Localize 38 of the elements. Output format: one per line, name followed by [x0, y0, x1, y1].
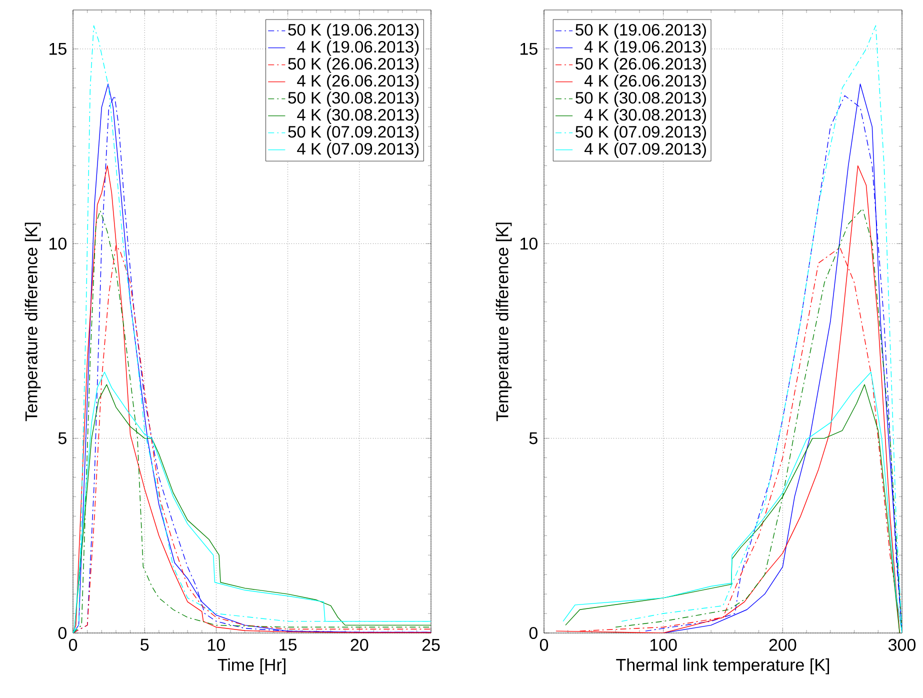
- x-tick-label: 0: [68, 638, 78, 651]
- legend-label: 4 K (19.06.2013): [297, 40, 419, 56]
- legend-label: 50 K (07.09.2013): [288, 126, 419, 141]
- legend-label: 50 K (26.06.2013): [576, 58, 706, 73]
- legend-label: 4 K (07.09.2013): [297, 142, 419, 158]
- y-tick-label: 5: [529, 432, 538, 444]
- y-tick-label: 5: [58, 432, 66, 444]
- x-tick-label: 0: [540, 638, 548, 651]
- legend-label: 4 K (30.08.2013): [584, 108, 706, 124]
- y-axis-title: Temperature difference [K]: [496, 222, 512, 422]
- legend-label: 50 K (19.06.2013): [576, 24, 706, 39]
- y-tick-label: 15: [50, 42, 66, 55]
- legend-label: 4 K (26.06.2013): [297, 74, 419, 90]
- legend-label: 50 K (26.06.2013): [288, 58, 419, 73]
- legend-label: 50 K (30.08.2013): [288, 92, 419, 107]
- x-axis-title: Time [Hr]: [218, 658, 286, 674]
- x-tick-label: 15: [280, 638, 297, 651]
- y-tick-label: 10: [520, 238, 538, 250]
- x-axis-title: Thermal link temperature [K]: [616, 658, 829, 674]
- legend-label: 4 K (07.09.2013): [584, 142, 706, 158]
- legend-label: 50 K (07.09.2013): [576, 126, 706, 141]
- legend-label: 4 K (30.08.2013): [297, 108, 419, 124]
- x-tick-label: 300: [888, 638, 916, 651]
- y-tick-label: 15: [520, 42, 538, 55]
- y-tick-label: 10: [50, 238, 66, 250]
- x-tick-label: 5: [140, 638, 149, 651]
- x-tick-label: 20: [350, 638, 368, 651]
- legend-label: 50 K (30.08.2013): [576, 92, 706, 107]
- legend-label: 4 K (19.06.2013): [584, 40, 706, 56]
- y-tick-label: 0: [58, 626, 66, 640]
- x-tick-label: 100: [650, 638, 677, 651]
- x-tick-label: 10: [208, 638, 226, 651]
- y-axis-title: Temperature difference [K]: [24, 222, 41, 422]
- legend-label: 50 K (19.06.2013): [288, 24, 419, 39]
- x-tick-label: 25: [422, 638, 440, 651]
- legend-label: 4 K (26.06.2013): [584, 74, 706, 90]
- y-tick-label: 0: [529, 626, 538, 640]
- x-tick-label: 200: [769, 638, 796, 651]
